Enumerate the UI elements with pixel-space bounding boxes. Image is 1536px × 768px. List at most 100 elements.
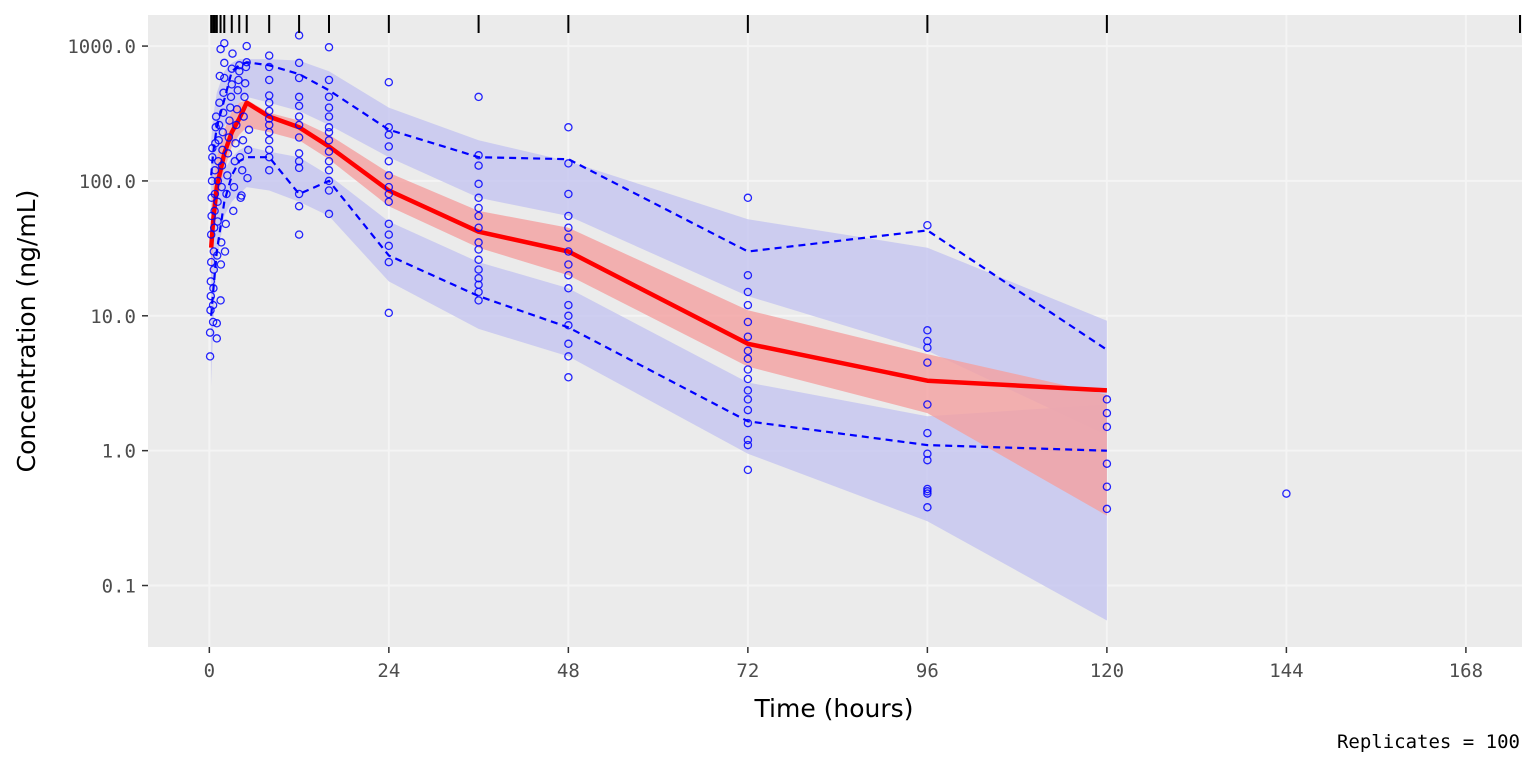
observed-point	[474, 223, 483, 232]
observed-point	[743, 435, 753, 445]
observed-point	[216, 296, 225, 305]
observed-point	[474, 265, 483, 274]
observed-point	[213, 217, 222, 226]
observed-point	[241, 62, 251, 72]
observed-point	[384, 123, 394, 132]
observed-point	[264, 136, 274, 145]
observed-point	[220, 247, 230, 256]
prediction-bands	[211, 59, 1107, 621]
observed-point	[324, 123, 334, 132]
observed-point	[384, 257, 394, 267]
observed-point	[743, 386, 753, 395]
observed-point	[219, 88, 228, 98]
observed-point	[294, 133, 304, 142]
observed-point	[243, 173, 252, 183]
observed-point	[238, 136, 248, 145]
observed-point	[218, 127, 228, 137]
observed-point	[212, 251, 222, 260]
observed-point	[923, 326, 932, 335]
observed-point	[220, 73, 229, 83]
observed-lower-percentile-line	[210, 156, 1107, 452]
observed-point	[294, 120, 304, 130]
observed-point	[743, 395, 753, 404]
observed-point	[564, 233, 573, 242]
observed-point	[237, 166, 247, 175]
observed-point	[324, 186, 334, 195]
observed-point	[232, 120, 241, 130]
observed-point	[324, 176, 334, 186]
observed-point	[923, 484, 932, 494]
observed-point	[215, 98, 224, 107]
observed-point	[384, 219, 394, 229]
observed-point	[324, 147, 334, 156]
observed-point	[564, 247, 573, 256]
observed-point	[209, 284, 218, 293]
observed-point	[923, 487, 932, 496]
x-tick-label: 0	[204, 660, 215, 682]
caption-replicates: Replicates = 100	[1337, 731, 1520, 753]
observed-point	[213, 176, 223, 186]
observed-point	[384, 230, 394, 239]
observed-point	[564, 260, 573, 269]
observed-point	[324, 136, 334, 145]
observed-point	[474, 193, 483, 203]
observed-point	[743, 418, 753, 428]
observed-point	[743, 405, 753, 415]
observed-point	[294, 201, 304, 211]
observed-point	[216, 44, 225, 54]
observed-point	[564, 223, 573, 232]
observed-point	[324, 156, 334, 166]
observed-point	[564, 300, 573, 310]
observed-point	[564, 321, 573, 330]
observed-point	[206, 257, 216, 267]
observed-point	[324, 127, 334, 137]
observed-point	[1102, 408, 1112, 418]
observed-point	[228, 49, 237, 58]
observed-point	[474, 273, 483, 283]
observed-point	[324, 166, 334, 175]
observed-point	[564, 211, 573, 221]
observed-point	[205, 328, 215, 337]
observed-point	[217, 161, 227, 170]
observed-point	[216, 260, 226, 269]
observed-point	[213, 197, 222, 207]
observed-point	[474, 211, 483, 221]
observed-point	[227, 64, 237, 73]
observed-point	[264, 166, 274, 175]
observed-point	[1102, 459, 1112, 468]
observed-point	[294, 230, 304, 239]
observed-point	[743, 287, 753, 297]
simulated-median-band	[211, 99, 1107, 516]
x-axis-title: Time (hours)	[754, 694, 914, 723]
x-tick-label: 120	[1090, 660, 1124, 682]
observed-point	[235, 152, 245, 162]
observed-point	[743, 465, 753, 475]
observed-point	[294, 189, 304, 199]
simulated-lower-interval-band	[211, 146, 1107, 621]
observed-point	[224, 133, 234, 142]
observed-point	[474, 296, 483, 305]
observed-point	[923, 455, 932, 465]
observed-point	[564, 189, 573, 199]
observed-point	[1102, 395, 1112, 404]
observed-point	[206, 230, 216, 239]
observed-point	[264, 120, 274, 130]
observed-point	[227, 80, 237, 89]
observed-point	[923, 428, 932, 438]
observed-point	[474, 255, 483, 265]
observed-point	[220, 58, 229, 68]
observed-point	[221, 219, 231, 229]
observed-point	[237, 191, 246, 200]
observed-point	[226, 92, 236, 102]
observed-point	[233, 86, 243, 95]
observed-point	[211, 112, 221, 121]
y-axis-ticks: 0.1 1.0 10.0 100.0 1000.0	[67, 36, 148, 598]
x-tick-label: 72	[736, 660, 759, 682]
observed-point	[212, 334, 222, 343]
simulated-upper-interval-band	[211, 59, 1107, 436]
observed-point	[743, 440, 753, 450]
observed-point	[294, 101, 304, 111]
observed-point	[474, 280, 483, 289]
x-tick-label: 24	[377, 660, 400, 682]
